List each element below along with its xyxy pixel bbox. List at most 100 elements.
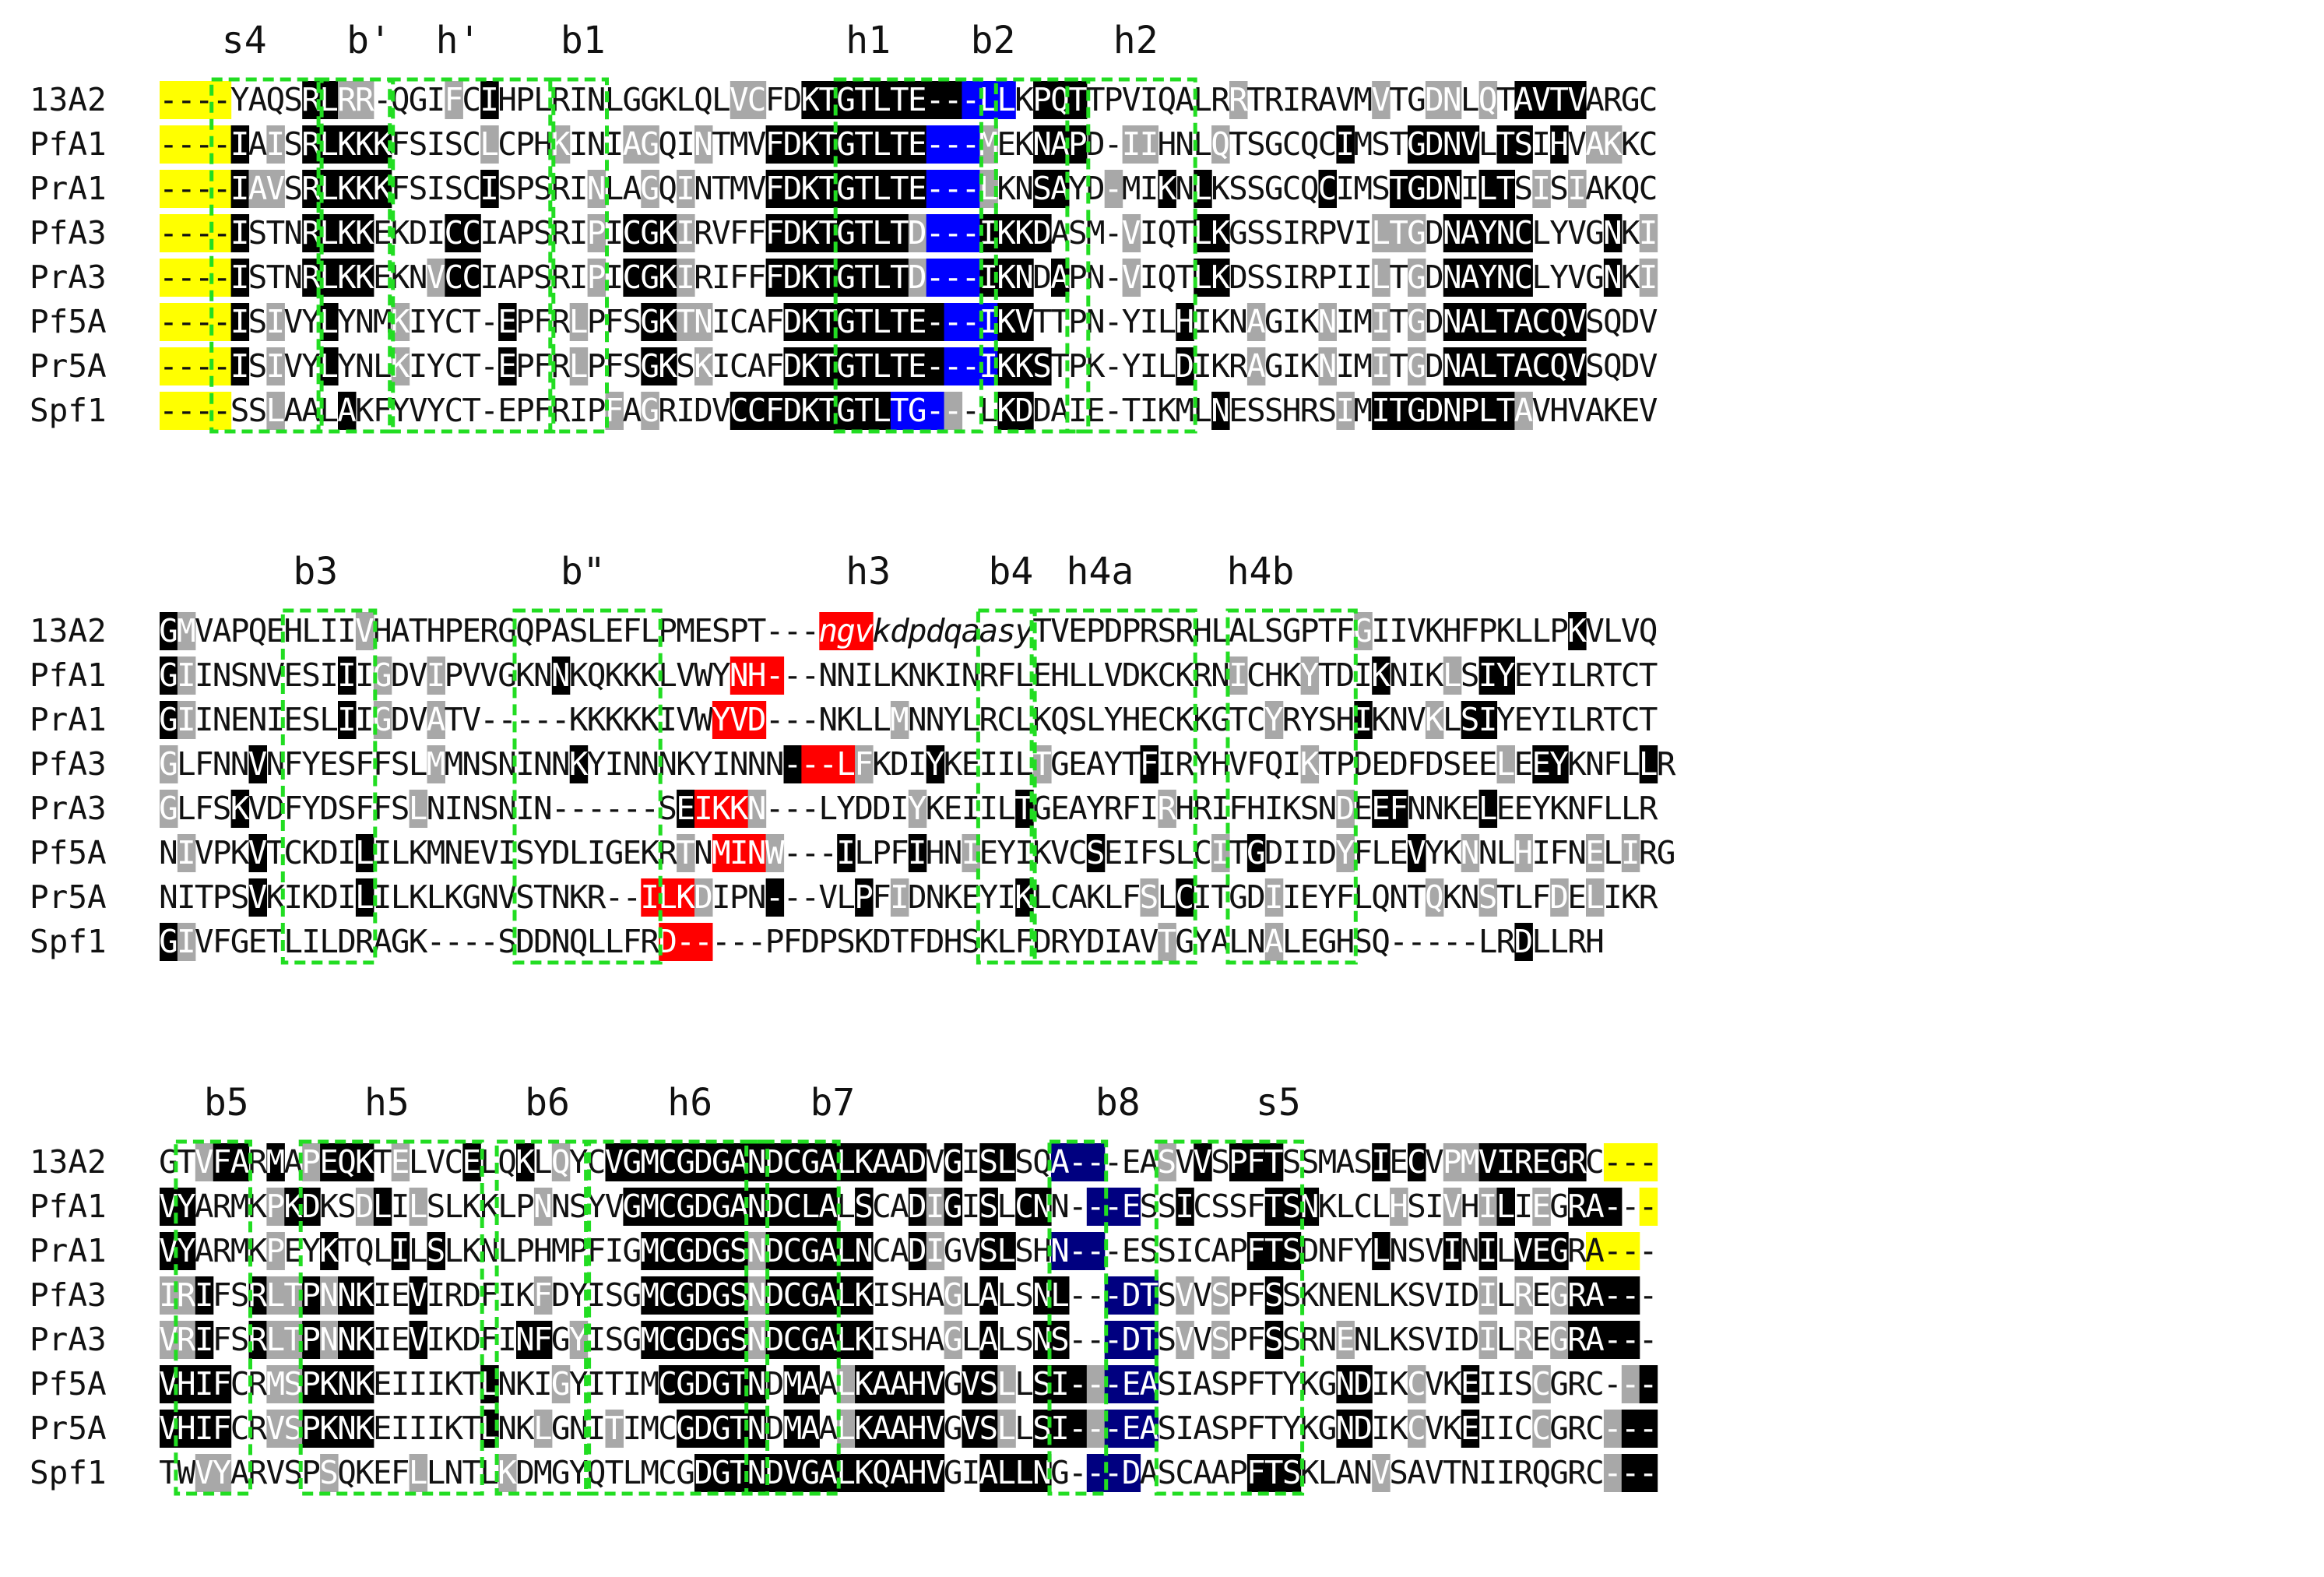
residue: M: [1461, 1143, 1480, 1181]
residue: K: [355, 1321, 374, 1358]
residue: I: [1282, 745, 1302, 783]
residue: S: [1050, 1321, 1070, 1358]
residue: L: [854, 701, 874, 738]
residue: P: [587, 214, 606, 252]
residue: -: [1603, 1188, 1623, 1225]
residue: P: [301, 1143, 321, 1181]
residue: I: [1478, 1232, 1498, 1269]
residue: E: [373, 1454, 392, 1491]
residue: C: [1514, 214, 1534, 252]
residue: E: [997, 125, 1016, 163]
residue: I: [730, 834, 749, 871]
residue-highlight: [1211, 214, 1230, 252]
residue: L: [997, 1365, 1016, 1403]
residue: K: [337, 259, 357, 296]
residue: Y: [1496, 656, 1516, 694]
residue: H: [533, 1232, 553, 1269]
residue: Q: [515, 612, 535, 649]
species-label: PrA3: [30, 790, 107, 827]
residue: F: [195, 745, 214, 783]
residue: H: [926, 834, 945, 871]
residue: Y: [1549, 259, 1569, 296]
residue: I: [1282, 214, 1302, 252]
residue: S: [1264, 1276, 1284, 1314]
residue: L: [1567, 701, 1587, 738]
residue: K: [640, 834, 659, 871]
alignment-row: Spf1 TWVYARVSPSQKEFLLNTLKDMGYQTLMCGDGTNDV…: [30, 1454, 1658, 1492]
residue: R: [177, 1321, 196, 1358]
residue: V: [1639, 347, 1658, 385]
residue: M: [640, 1454, 659, 1491]
residue: R: [1603, 81, 1623, 118]
species-label: Pf5A: [30, 303, 107, 340]
residue-highlight: [480, 81, 499, 119]
residue: -: [480, 701, 499, 738]
residue-highlight: [160, 170, 178, 208]
residue: N: [694, 170, 713, 207]
residue: V: [1193, 1321, 1212, 1358]
residue: I: [427, 1276, 446, 1314]
residue: C: [658, 1454, 677, 1491]
residue-highlight: [623, 259, 642, 297]
residue-highlight: [641, 259, 659, 297]
residue: L: [640, 612, 659, 649]
residue: S: [1246, 214, 1266, 252]
residue: I: [712, 303, 731, 340]
residue: Q: [1621, 170, 1640, 207]
residue: Y: [926, 745, 945, 783]
residue: V: [783, 1454, 803, 1491]
residue: -: [1621, 1454, 1640, 1491]
residue: D: [337, 923, 357, 960]
residue: -: [1086, 1454, 1106, 1491]
residue: -: [801, 745, 821, 783]
residue: S: [319, 1454, 339, 1491]
residue: E: [497, 347, 517, 385]
residue: A: [1068, 878, 1088, 916]
residue-highlight: [177, 170, 196, 208]
residue: A: [1318, 81, 1338, 118]
residue: T: [1443, 1454, 1462, 1491]
residue: N: [694, 303, 713, 340]
residue: L: [1478, 303, 1498, 340]
residue: C: [1621, 701, 1640, 738]
residue: A: [337, 392, 357, 429]
residue: A: [1514, 392, 1534, 429]
residue: F: [1246, 1188, 1266, 1225]
residue: T: [1389, 303, 1408, 340]
residue: N: [640, 745, 659, 783]
residue-highlight: [302, 125, 321, 164]
residue: T: [890, 81, 909, 118]
residue: S: [213, 790, 232, 827]
residue: S: [605, 1321, 624, 1358]
residue: A: [872, 1143, 891, 1181]
alignment-row: 13A2 GTVFARMAPEQKTELVCELQKLQYCVGMCGDGANDC…: [30, 1143, 1658, 1181]
residue: N: [1318, 1276, 1338, 1314]
residue: K: [515, 1365, 535, 1403]
residue: P: [1086, 612, 1106, 649]
residue: K: [1282, 790, 1302, 827]
residue: I: [515, 790, 535, 827]
residue: K: [409, 834, 428, 871]
residue: M: [230, 1188, 250, 1225]
residue-highlight: [320, 303, 339, 341]
residue: V: [1407, 701, 1426, 738]
residue-highlight: [1104, 170, 1123, 208]
residue: T: [605, 1454, 624, 1491]
residue: R: [658, 392, 677, 429]
residue: T: [1032, 303, 1052, 340]
residue: V: [409, 656, 428, 694]
residue: I: [836, 834, 856, 871]
residue: A: [1585, 1276, 1605, 1314]
residue: C: [1246, 701, 1266, 738]
residue: K: [694, 347, 713, 385]
residue: Q: [1300, 125, 1320, 163]
residue: F: [890, 834, 909, 871]
residue-highlight: [355, 125, 374, 164]
residue: K: [854, 1276, 874, 1314]
residue: R: [1567, 1410, 1587, 1447]
residue: V: [409, 392, 428, 429]
residue: G: [159, 701, 178, 738]
residue: L: [569, 347, 589, 385]
residue: I: [1140, 303, 1159, 340]
residue-highlight: [1443, 214, 1462, 252]
